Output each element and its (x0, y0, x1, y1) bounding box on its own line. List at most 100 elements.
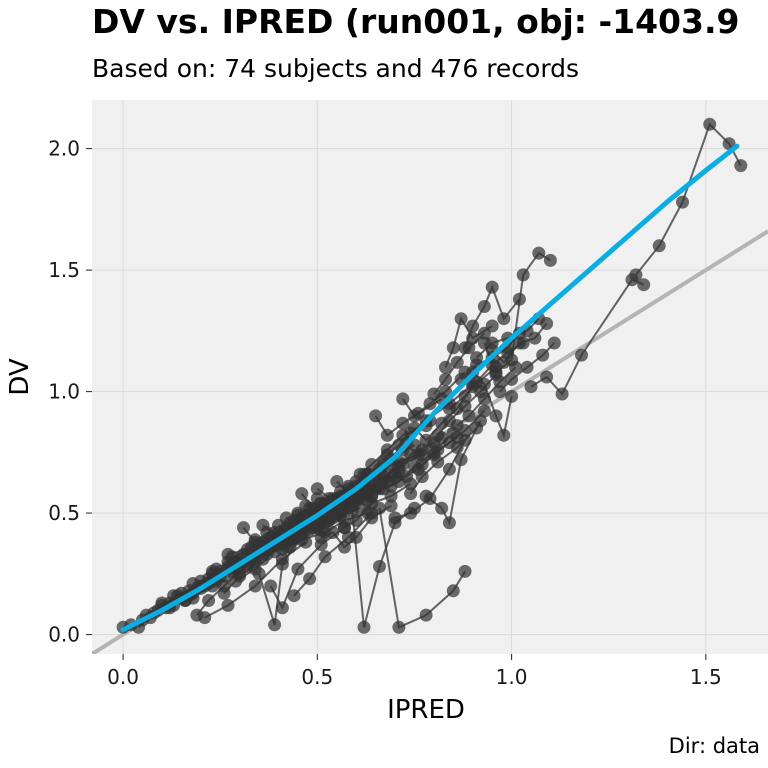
data-point (493, 375, 507, 389)
y-tick-label: 1.0 (48, 380, 80, 404)
data-point (357, 620, 371, 634)
data-point (396, 392, 410, 406)
data-point (540, 317, 554, 330)
data-point (376, 472, 390, 486)
data-point (497, 312, 511, 326)
data-point (512, 336, 526, 350)
data-point (676, 195, 689, 209)
y-axis-title: DV (5, 358, 35, 396)
data-point (442, 402, 456, 416)
data-point (248, 562, 262, 576)
data-point (493, 385, 507, 399)
data-point (396, 416, 410, 430)
data-point (446, 341, 460, 355)
data-point (322, 513, 336, 527)
data-point (575, 348, 588, 362)
chart-caption: Dir: data (668, 734, 760, 758)
data-point (299, 499, 313, 513)
data-point (442, 516, 456, 530)
y-tick-label: 2.0 (48, 137, 80, 161)
data-point (365, 458, 379, 471)
data-point (338, 540, 351, 554)
data-point (528, 331, 542, 345)
data-point (427, 445, 441, 459)
data-point (485, 280, 499, 294)
data-point (349, 530, 363, 544)
data-point (489, 365, 503, 379)
data-point (186, 577, 200, 590)
data-point (547, 336, 561, 350)
data-point (345, 494, 359, 508)
data-point (275, 601, 289, 615)
data-point (369, 409, 383, 423)
data-point (419, 489, 433, 503)
x-tick-label: 1.0 (496, 665, 528, 689)
data-point (524, 380, 538, 394)
data-point (303, 572, 317, 586)
data-point (439, 372, 452, 386)
data-point (237, 521, 250, 535)
data-point (446, 584, 460, 598)
data-point (734, 159, 748, 173)
data-point (322, 492, 336, 505)
data-point (442, 462, 456, 476)
data-point (489, 409, 503, 423)
data-point (435, 431, 449, 445)
data-point (365, 511, 379, 525)
data-point (446, 426, 460, 440)
data-point (217, 586, 231, 600)
y-tick-label: 1.5 (48, 258, 80, 282)
data-point (470, 351, 484, 365)
data-point (466, 319, 480, 333)
data-point (474, 414, 487, 428)
data-point (229, 574, 243, 588)
data-point (485, 319, 499, 333)
data-point (167, 589, 181, 603)
data-point (411, 448, 425, 462)
data-point (497, 355, 511, 369)
x-axis-title: IPRED (387, 695, 465, 725)
plot-panel (92, 100, 768, 654)
data-point (295, 487, 309, 501)
data-point (310, 482, 324, 496)
data-point (334, 501, 348, 515)
smooth-line (120, 143, 740, 633)
data-point (380, 428, 394, 442)
data-point (637, 278, 651, 292)
data-point (450, 355, 464, 369)
data-point (629, 268, 643, 282)
data-point (435, 501, 449, 515)
data-point (376, 482, 390, 496)
data-point (458, 564, 472, 578)
data-point (532, 246, 546, 260)
data-point (505, 372, 519, 386)
data-point (703, 117, 717, 131)
data-point (652, 239, 666, 253)
data-point (392, 475, 406, 488)
axes: 0.0 0.5 1.0 1.5 0.0 0.5 1.0 1.5 2.0 (48, 137, 722, 689)
data-point (497, 428, 511, 442)
data-point (454, 312, 468, 326)
data-point (291, 562, 305, 576)
data-point (536, 348, 550, 362)
data-point (505, 389, 519, 403)
data-point (427, 387, 441, 401)
data-point (458, 389, 472, 403)
data-point (221, 598, 235, 612)
data-point (477, 377, 491, 391)
data-point (287, 589, 301, 603)
data-point (439, 385, 452, 399)
data-point (520, 360, 534, 374)
data-point (408, 409, 421, 423)
data-point (330, 475, 344, 488)
data-point (477, 392, 491, 406)
x-tick-label: 0.0 (107, 665, 139, 689)
data-point (306, 521, 320, 535)
smooth-line-layer (120, 143, 740, 633)
data-point (198, 611, 212, 625)
data-point (454, 453, 468, 467)
data-point (388, 511, 402, 525)
data-point (462, 409, 476, 423)
x-tick-label: 1.5 (690, 665, 722, 689)
